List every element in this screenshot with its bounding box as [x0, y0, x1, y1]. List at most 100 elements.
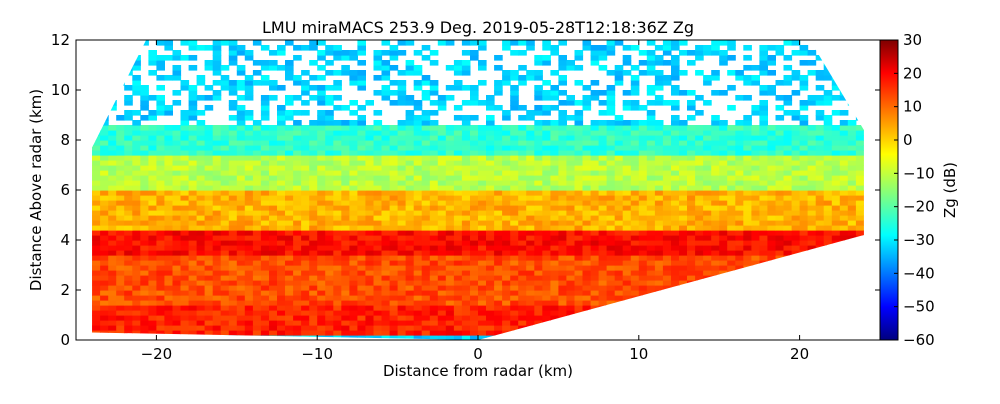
heatmap-cell — [357, 240, 366, 246]
heatmap-cell — [341, 220, 350, 226]
heatmap-cell — [116, 275, 125, 281]
heatmap-cell — [180, 300, 190, 306]
heatmap-cell — [783, 165, 793, 171]
heatmap-cell — [140, 170, 149, 176]
heatmap-cell — [244, 275, 254, 281]
heatmap-cell — [164, 295, 173, 301]
heatmap-cell — [397, 140, 407, 146]
heatmap-cell — [638, 185, 648, 191]
heatmap-cell — [252, 315, 262, 321]
heatmap-cell — [783, 150, 793, 156]
heatmap-cell — [405, 160, 415, 166]
heatmap-cell — [228, 85, 238, 91]
heatmap-cell — [510, 130, 519, 136]
heatmap-cell — [397, 265, 407, 271]
heatmap-cell — [204, 130, 214, 136]
heatmap-cell — [695, 270, 704, 276]
heatmap-cell — [622, 235, 632, 241]
heatmap-cell — [654, 200, 664, 206]
heatmap-cell — [228, 160, 238, 166]
heatmap-cell — [413, 250, 423, 256]
heatmap-cell — [791, 325, 801, 331]
heatmap-cell — [622, 205, 632, 211]
heatmap-cell — [333, 145, 342, 151]
heatmap-cell — [349, 330, 358, 336]
heatmap-cell — [550, 175, 559, 181]
heatmap-cell — [421, 120, 431, 126]
heatmap-cell — [140, 160, 149, 166]
heatmap-cell — [582, 230, 592, 236]
heatmap-cell — [654, 150, 664, 156]
heatmap-cell — [333, 235, 342, 241]
heatmap-cell — [486, 245, 495, 251]
heatmap-cell — [823, 315, 833, 321]
heatmap-cell — [831, 185, 841, 191]
heatmap-cell — [486, 105, 495, 111]
heatmap-cell — [108, 180, 117, 186]
heatmap-cell — [124, 165, 133, 171]
heatmap-cell — [703, 215, 712, 221]
heatmap-cell — [534, 220, 543, 226]
heatmap-cell — [671, 165, 680, 171]
heatmap-cell — [823, 55, 833, 61]
heatmap-cell — [172, 205, 182, 211]
heatmap-cell — [349, 265, 358, 271]
heatmap-cell — [365, 170, 374, 176]
heatmap-cell — [630, 185, 640, 191]
heatmap-cell — [180, 195, 190, 201]
heatmap-cell — [550, 200, 559, 206]
heatmap-cell — [719, 260, 728, 266]
heatmap-cell — [389, 310, 399, 316]
heatmap-cell — [574, 320, 584, 326]
heatmap-cell — [630, 90, 640, 96]
heatmap-cell — [839, 220, 849, 226]
heatmap-cell — [542, 245, 551, 251]
heatmap-cell — [478, 325, 487, 331]
heatmap-cell — [526, 155, 535, 161]
heatmap-cell — [727, 270, 736, 276]
heatmap-cell — [646, 185, 656, 191]
heatmap-cell — [389, 215, 399, 221]
heatmap-cell — [494, 300, 503, 306]
heatmap-cell — [140, 215, 149, 221]
heatmap-cell — [172, 220, 182, 226]
heatmap-cell — [108, 220, 117, 226]
heatmap-cell — [309, 130, 318, 136]
heatmap-cell — [574, 130, 584, 136]
heatmap-cell — [775, 265, 785, 271]
heatmap-cell — [703, 155, 712, 161]
heatmap-cell — [727, 85, 736, 91]
heatmap-cell — [711, 325, 720, 331]
heatmap-cell — [156, 325, 165, 331]
heatmap-cell — [269, 225, 278, 231]
heatmap-cell — [108, 80, 117, 86]
heatmap-cell — [92, 165, 93, 171]
heatmap-cell — [373, 255, 383, 261]
heatmap-cell — [799, 250, 809, 256]
heatmap-cell — [494, 175, 503, 181]
heatmap-cell — [767, 135, 776, 141]
heatmap-cell — [823, 195, 833, 201]
heatmap-cell — [526, 135, 535, 141]
heatmap-cell — [863, 225, 864, 231]
heatmap-cell — [614, 195, 624, 201]
heatmap-cell — [815, 245, 825, 251]
heatmap-cell — [598, 305, 608, 311]
heatmap-cell — [582, 325, 592, 331]
heatmap-cell — [413, 100, 423, 106]
heatmap-cell — [638, 275, 648, 281]
heatmap-cell — [679, 295, 688, 301]
heatmap-cell — [269, 175, 278, 181]
heatmap-cell — [132, 230, 141, 236]
heatmap-cell — [148, 95, 157, 101]
heatmap-cell — [196, 95, 206, 101]
heatmap-cell — [76, 165, 85, 171]
heatmap-cell — [807, 260, 817, 266]
heatmap-cell — [638, 125, 648, 131]
heatmap-cell — [445, 250, 455, 256]
heatmap-cell — [799, 255, 809, 261]
heatmap-cell — [325, 115, 334, 121]
heatmap-cell — [260, 215, 270, 221]
heatmap-cell — [204, 190, 214, 196]
heatmap-cell — [277, 320, 286, 326]
